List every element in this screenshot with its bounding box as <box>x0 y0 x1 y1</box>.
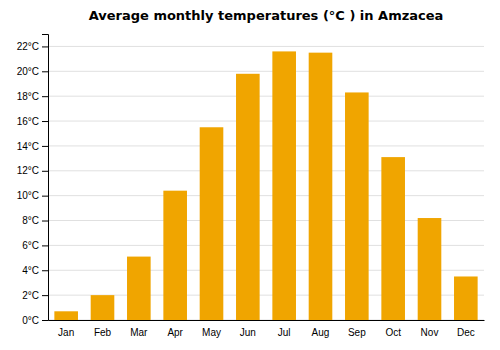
y-tick: 4°C <box>22 265 48 276</box>
bar <box>236 74 260 320</box>
x-tick-label: May <box>202 327 221 338</box>
plot: 0°C 2°C 4°C 6°C 8°C 10°C 12°C 14°C 16°C 18°C 20°C 2… <box>17 35 485 339</box>
x-tick: Aug <box>312 327 330 338</box>
x-tick: Dec <box>457 327 475 338</box>
bar <box>272 51 296 320</box>
x-tick-label: Jul <box>278 327 291 338</box>
y-tick-label: 22°C <box>17 41 39 52</box>
y-tick-label: 0°C <box>22 315 39 326</box>
grid-line <box>48 195 484 196</box>
x-tick: Jul <box>278 327 291 338</box>
y-tick: 10°C <box>17 190 48 201</box>
y-tick: 2°C <box>22 290 48 301</box>
y-tick: 22°C <box>17 41 48 52</box>
y-tick-mark <box>42 221 48 222</box>
grid-line <box>48 46 484 47</box>
x-tick: Apr <box>167 327 183 338</box>
bar <box>91 295 115 320</box>
y-tick-mark <box>42 196 48 197</box>
bar <box>200 127 224 320</box>
x-tick: May <box>202 327 221 338</box>
y-tick-label: 8°C <box>22 215 39 226</box>
y-tick-mark <box>42 320 48 321</box>
bar <box>127 257 151 320</box>
y-tick-label: 20°C <box>17 66 39 77</box>
x-tick-label: Oct <box>385 327 401 338</box>
y-tick-mark <box>42 270 48 271</box>
grid-line <box>48 170 484 171</box>
y-tick-label: 6°C <box>22 240 39 251</box>
bars <box>54 51 477 320</box>
y-tick-mark <box>42 121 48 122</box>
grid-line <box>48 121 484 122</box>
y-tick-label: 4°C <box>22 265 39 276</box>
grid-line <box>48 96 484 97</box>
grid <box>48 46 484 320</box>
y-tick-mark <box>42 71 48 72</box>
x-tick: Mar <box>130 327 148 338</box>
x-tick: Sep <box>348 327 366 338</box>
x-tick-label: Aug <box>312 327 330 338</box>
bar <box>309 53 333 320</box>
y-tick-mark <box>42 146 48 147</box>
y-tick-mark <box>42 171 48 172</box>
y-tick: 18°C <box>17 91 48 102</box>
bar <box>163 191 187 320</box>
y-tick: 6°C <box>22 240 48 251</box>
bar <box>381 157 405 320</box>
y-tick-label: 10°C <box>17 190 39 201</box>
y-axis: 0°C 2°C 4°C 6°C 8°C 10°C 12°C 14°C 16°C 18°C 20°C 2… <box>17 35 49 326</box>
x-axis: Jan Feb Mar Apr May Jun Jul Aug Sep Oct Nov Dec <box>49 321 485 339</box>
grid-line <box>48 145 484 146</box>
y-tick-mark <box>42 46 48 47</box>
y-tick-label: 12°C <box>17 165 39 176</box>
y-tick: 0°C <box>22 315 48 326</box>
y-tick: 12°C <box>17 165 48 176</box>
x-tick-label: Sep <box>348 327 366 338</box>
bar <box>454 276 478 320</box>
x-tick-label: Dec <box>457 327 475 338</box>
grid-line <box>48 71 484 72</box>
x-tick-label: Nov <box>421 327 439 338</box>
y-tick-label: 16°C <box>17 116 39 127</box>
x-tick: Oct <box>385 327 401 338</box>
bar <box>345 92 369 320</box>
x-tick: Feb <box>94 327 112 338</box>
x-axis-line <box>49 320 485 321</box>
title: Average monthly temperatures (°C ) in Am… <box>89 8 444 23</box>
x-tick-label: Apr <box>167 327 183 338</box>
x-tick-label: Feb <box>94 327 112 338</box>
x-tick-label: Mar <box>130 327 148 338</box>
x-tick: Jan <box>58 327 74 338</box>
y-tick: 8°C <box>22 215 48 226</box>
y-tick-label: 18°C <box>17 91 39 102</box>
y-tick: 20°C <box>17 66 48 77</box>
x-tick: Jun <box>240 327 256 338</box>
y-tick-mark <box>42 96 48 97</box>
chart: 0°C 2°C 4°C 6°C 8°C 10°C 12°C 14°C 16°C 18°C 20°C 2… <box>0 0 500 350</box>
x-tick-label: Jun <box>240 327 256 338</box>
x-tick: Nov <box>421 327 439 338</box>
y-tick: 16°C <box>17 116 48 127</box>
y-tick-mark <box>42 295 48 296</box>
y-tick: 14°C <box>17 141 48 152</box>
x-tick-label: Jan <box>58 327 74 338</box>
bar <box>54 311 78 320</box>
y-axis-line <box>42 35 49 321</box>
y-tick-mark <box>42 245 48 246</box>
bar <box>418 218 442 320</box>
y-tick-label: 14°C <box>17 141 39 152</box>
y-tick-label: 2°C <box>22 290 39 301</box>
